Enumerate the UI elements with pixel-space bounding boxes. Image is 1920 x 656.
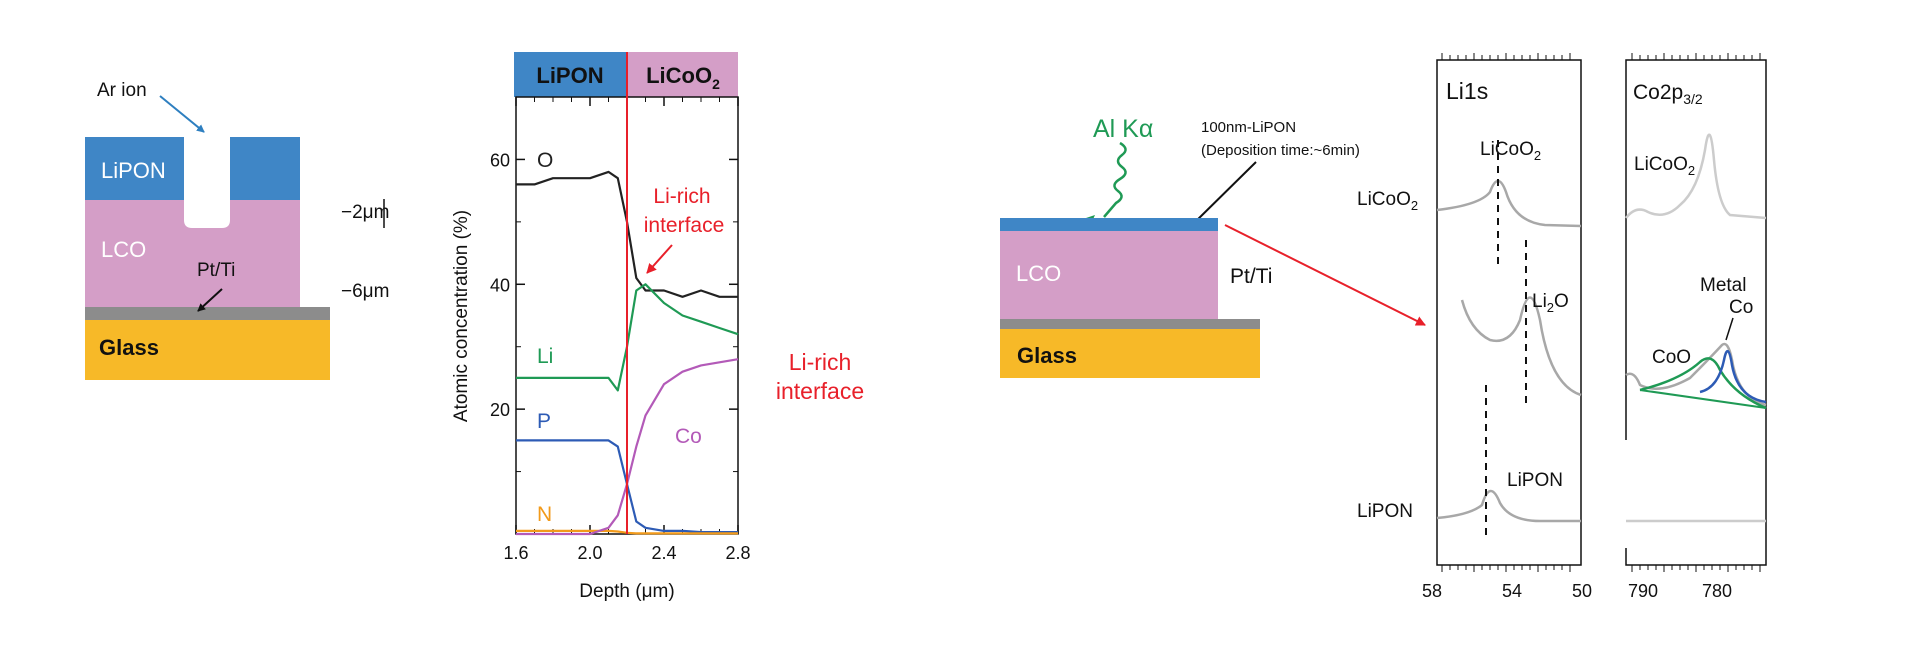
li1s-frame xyxy=(1436,59,1582,566)
panel-co2p-spectra: Co2p3/2 LiCoO2 Metal Co CoO 790 780 xyxy=(1625,53,1767,601)
ar-ion-label: Ar ion xyxy=(97,80,147,101)
li1s-licoo2-spectrum xyxy=(1436,179,1582,228)
film-label-line1: 100nm-LiPON xyxy=(1201,119,1296,136)
header-licoo2 xyxy=(626,52,738,97)
co2p-coo-label: CoO xyxy=(1652,347,1691,368)
series-label-n: N xyxy=(537,503,552,526)
film-label-line2: (Deposition time:~6min) xyxy=(1201,142,1360,159)
pt-ti-layer xyxy=(85,307,330,320)
glass-label-xps: Glass xyxy=(1017,343,1077,368)
panel-xps-schematic: Al Kα 100nm-LiPON (Deposition time:~6min… xyxy=(1000,115,1426,378)
li1s-title: Li1s xyxy=(1446,78,1488,104)
interface-label-line1: Li-rich xyxy=(653,185,710,208)
glass-substrate-xps xyxy=(1000,329,1260,378)
co2p-frame xyxy=(1625,59,1767,566)
lco-layer-xps xyxy=(1000,231,1218,319)
x-axis-label: Depth (μm) xyxy=(579,581,674,602)
y-axis-label: Atomic concentration (%) xyxy=(451,210,472,422)
lco-label: LCO xyxy=(101,237,146,262)
co2p-metal-label-line2: Co xyxy=(1729,297,1753,318)
co2p-xtick-780: 780 xyxy=(1702,581,1732,601)
lipon-thin-film xyxy=(1000,218,1218,231)
header-licoo2-label: LiCoO2 xyxy=(646,63,720,92)
series-label-o: O xyxy=(537,149,553,172)
co2p-top-ticks xyxy=(1631,53,1761,60)
series-label-co: Co xyxy=(675,425,702,448)
ar-ion-arrow xyxy=(159,95,205,133)
co2p-bottom-ticks xyxy=(1631,565,1761,572)
co2p-licoo2-spectrum xyxy=(1625,133,1767,220)
co2p-coo-fit xyxy=(1639,357,1767,410)
co2p-metal-pointer xyxy=(1725,317,1734,341)
li1s-li2o-peak-label: Li2O xyxy=(1532,291,1569,315)
row-label-lipon: LiPON xyxy=(1357,501,1413,522)
co2p-licoo2-label: LiCoO2 xyxy=(1634,154,1695,178)
pt-ti-layer-xps xyxy=(1000,319,1260,329)
x-tick-label-1.6: 1.6 xyxy=(503,543,528,563)
x-tick-label-2.0: 2.0 xyxy=(577,543,602,563)
side-interface-label-line1: Li-rich xyxy=(789,349,852,375)
pt-ti-label: Pt/Ti xyxy=(197,260,235,281)
li1s-licoo2-peak-label: LiCoO2 xyxy=(1480,139,1541,163)
x-tick-label-2.8: 2.8 xyxy=(725,543,750,563)
co2p-title: Co2p3/2 xyxy=(1633,81,1703,107)
row-label-licoo2: LiCoO2 xyxy=(1357,189,1418,213)
header-lipon xyxy=(514,52,626,97)
pt-ti-label-xps: Pt/Ti xyxy=(1230,265,1272,288)
co2p-metal-co-fit xyxy=(1699,350,1767,404)
glass-label: Glass xyxy=(99,335,159,360)
film-pointer xyxy=(1189,161,1257,228)
pt-ti-arrow xyxy=(197,288,223,312)
panel-depth-profile: LiPON LiCoO2 1.6 2.0 2.4 2.8 20 40 60 O Li P N Co A… xyxy=(451,52,864,602)
lipon-label: LiPON xyxy=(101,158,166,183)
li1s-lipon-peak-label: LiPON xyxy=(1507,470,1563,491)
series-label-p: P xyxy=(537,410,551,433)
co2p-metal-label-line1: Metal xyxy=(1700,275,1746,296)
glass-substrate xyxy=(85,320,330,380)
lco-label-xps: LCO xyxy=(1016,261,1061,286)
y-tick-label-20: 20 xyxy=(490,400,510,420)
al-ka-label: Al Kα xyxy=(1093,115,1153,143)
x-tick-label-2.4: 2.4 xyxy=(651,543,676,563)
li1s-top-ticks xyxy=(1441,53,1571,60)
co2p-xtick-790: 790 xyxy=(1628,581,1658,601)
x-ray-wave xyxy=(1103,141,1127,218)
co2p-baseline-fit xyxy=(1639,389,1767,409)
li1s-bottom-ticks xyxy=(1441,565,1571,572)
depth-2um-label: −2μm xyxy=(341,202,389,223)
header-lipon-label: LiPON xyxy=(536,63,603,88)
y-tick-label-40: 40 xyxy=(490,275,510,295)
panel-li1s-spectra: Li1s LiCoO2 Li2O LiPON LiCoO2 LiPON 58 5… xyxy=(1357,53,1592,601)
li1s-lipon-spectrum xyxy=(1436,489,1581,523)
interface-label-line2: interface xyxy=(644,214,725,237)
interface-arrow xyxy=(646,244,673,274)
li1s-xtick-50: 50 xyxy=(1572,581,1592,601)
zoom-arrow xyxy=(1224,224,1426,326)
li1s-li2o-spectrum xyxy=(1460,296,1582,397)
li1s-xtick-54: 54 xyxy=(1502,581,1522,601)
depth-chart-marks: 1.6 2.0 2.4 2.8 20 40 60 O Li P N Co xyxy=(490,52,751,563)
depth-6um-label: −6μm xyxy=(341,281,389,302)
li1s-xtick-58: 58 xyxy=(1422,581,1442,601)
series-label-li: Li xyxy=(537,345,553,368)
panel-ar-ion-cross-section: Ar ion LiPON LCO Pt/Ti Glass −2μm −6μm xyxy=(85,80,389,380)
y-tick-label-60: 60 xyxy=(490,150,510,170)
ion-milled-trench xyxy=(184,137,230,228)
side-interface-label-line2: interface xyxy=(776,378,864,404)
